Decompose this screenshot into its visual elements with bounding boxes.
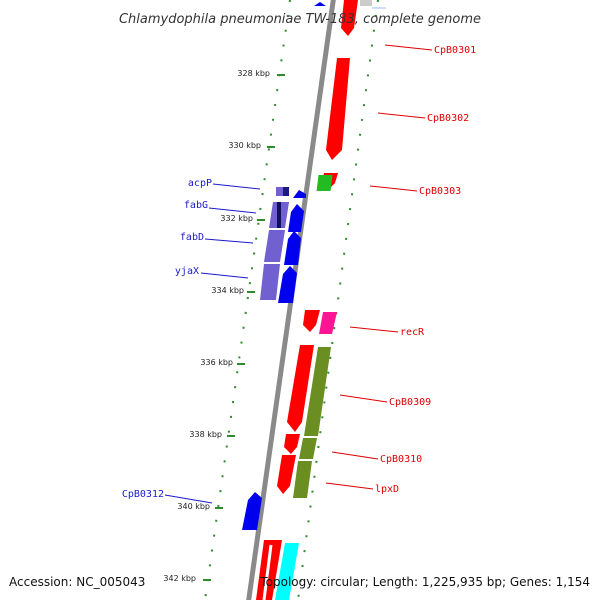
tick-label: 332 kbp	[220, 214, 253, 223]
gene-fabG-blue	[288, 204, 304, 232]
tick-label: 338 kbp	[189, 430, 222, 439]
gene-lpxD-red	[277, 455, 296, 494]
tick-labels: 328 kbp 330 kbp 332 kbp 334 kbp 336 kbp …	[163, 69, 270, 583]
gene-magenta	[319, 312, 337, 334]
tick-label: 340 kbp	[177, 502, 210, 511]
tick-label: 328 kbp	[237, 69, 270, 78]
label-recR: recR	[400, 327, 425, 338]
label-cpb0312: CpB0312	[122, 489, 164, 500]
leader-acpP	[212, 183, 261, 190]
gene-top-blue	[314, 2, 326, 6]
gene-cpb0309	[287, 345, 314, 432]
label-fabD: fabD	[180, 232, 204, 243]
accession-text: Accession: NC_005043	[9, 575, 145, 589]
gene-bottom-white-stripe	[262, 544, 273, 600]
label-lpxD: lpxD	[375, 484, 399, 495]
leader-cpb0309	[339, 394, 388, 403]
label-cpb0309: CpB0309	[389, 397, 431, 408]
gene-cyan	[275, 543, 299, 600]
label-yjaX: yjaX	[175, 266, 199, 277]
leader-cpb0310	[331, 451, 379, 460]
leader-cpb0301	[384, 44, 433, 51]
gene-cpb0310	[284, 434, 300, 454]
gene-olive-2	[299, 438, 317, 459]
gene-acpP-purple	[276, 187, 283, 196]
forward-genes	[242, 187, 306, 530]
tick-label: 334 kbp	[211, 286, 244, 295]
leader-lpxD	[325, 482, 374, 490]
gene-yjaX-blue	[278, 266, 297, 303]
topology-text: Topology: circular; Length: 1,225,935 bp…	[259, 575, 590, 589]
gene-fabD-blue	[284, 231, 301, 265]
label-cpb0303: CpB0303	[419, 186, 461, 197]
gene-olive-1	[304, 347, 331, 436]
label-cpb0301: CpB0301	[434, 45, 476, 56]
gene-acpP-blue	[293, 190, 306, 198]
gene-cpb0312	[242, 492, 262, 530]
leader-cpb0312	[164, 494, 213, 504]
leader-fabG	[208, 207, 257, 214]
gene-top-grey	[360, 0, 372, 6]
label-fabG: fabG	[184, 200, 208, 211]
gene-olive-3	[293, 461, 312, 498]
gene-yjaX-purple	[260, 264, 280, 300]
gene-fabG-navy	[277, 202, 281, 228]
gene-cpb0302	[326, 58, 350, 160]
leader-recR	[349, 326, 399, 333]
label-cpb0302: CpB0302	[427, 113, 469, 124]
leader-cpb0303	[369, 185, 418, 192]
tick-label: 342 kbp	[163, 574, 196, 583]
tick-label: 330 kbp	[228, 141, 261, 150]
leader-yjaX	[200, 272, 249, 279]
gene-cpb0301	[341, 0, 358, 36]
label-acpP: acpP	[188, 178, 212, 189]
right-labels: CpB0301 CpB0302 CpB0303 recR CpB0309 CpB…	[325, 44, 476, 495]
gene-fabD-purple	[264, 230, 285, 262]
leader-fabD	[204, 238, 254, 244]
label-cpb0310: CpB0310	[380, 454, 422, 465]
tick-label: 336 kbp	[200, 358, 233, 367]
leader-cpb0302	[377, 112, 426, 119]
map-title: Chlamydophila pneumoniae TW-183, complet…	[119, 12, 481, 27]
reverse-genes	[256, 0, 358, 600]
gene-acpP-navy	[283, 187, 289, 196]
gene-recR	[303, 310, 320, 332]
left-labels: acpP fabG fabD yjaX CpB0312	[122, 178, 261, 504]
gene-green	[316, 175, 333, 191]
major-ticks	[203, 74, 285, 581]
